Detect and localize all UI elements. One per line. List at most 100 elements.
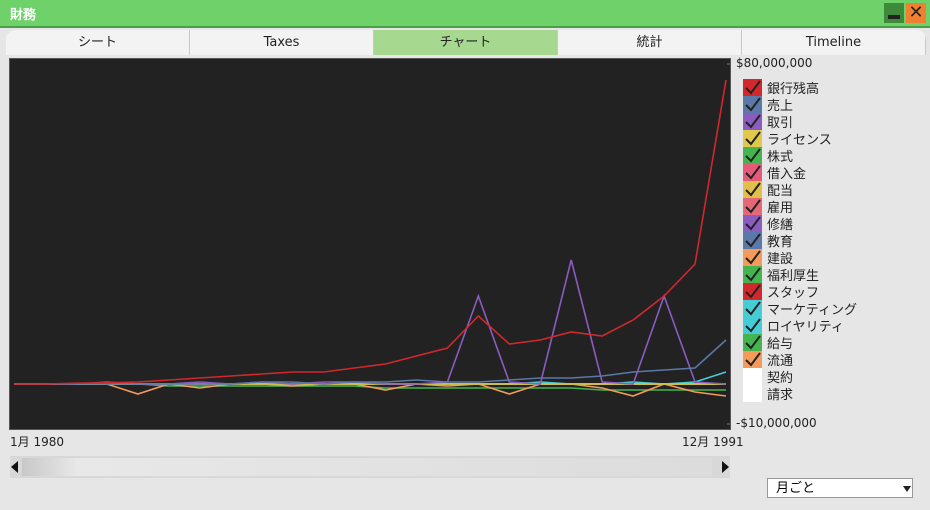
title-bar: 財務 ✕ [0, 0, 930, 28]
scroll-left[interactable] [11, 461, 18, 473]
legend-checkbox [743, 198, 762, 215]
tab[interactable]: シート [6, 30, 190, 55]
check-mark [745, 165, 761, 180]
scroll-right[interactable] [722, 461, 729, 473]
legend-item[interactable]: 給与 [743, 334, 794, 352]
legend-item[interactable]: ロイヤリティ [743, 317, 844, 335]
legend-item[interactable]: 売上 [743, 96, 794, 114]
check-mark [745, 114, 761, 129]
scroll-thumb[interactable] [22, 458, 712, 476]
x-tick-label: 1月 1980 [10, 435, 64, 449]
legend-label: ライセンス [767, 133, 832, 148]
tab[interactable]: Timeline [742, 30, 926, 55]
minimize-button[interactable] [884, 3, 904, 23]
legend-checkbox [743, 266, 762, 283]
legend-checkbox [743, 317, 762, 334]
legend-item[interactable]: マーケティング [743, 300, 857, 318]
close-button[interactable]: ✕ [906, 3, 926, 23]
legend-label: 雇用 [767, 201, 794, 216]
legend-item[interactable]: 流通 [743, 351, 794, 369]
legend-item[interactable]: 建設 [743, 249, 794, 267]
legend-checkbox [743, 113, 762, 130]
x-tick-label: 12月 1991 [682, 435, 744, 449]
tab-bar: シート Taxes チャート 統計 Timeline [6, 30, 926, 55]
series-line [14, 79, 727, 385]
legend-checkbox [743, 385, 762, 402]
check-mark [745, 182, 761, 197]
legend-item[interactable]: 銀行残高 [743, 79, 820, 97]
legend-label: 福利厚生 [767, 269, 820, 284]
check-mark [745, 267, 761, 282]
legend-checkbox [743, 283, 762, 300]
legend-item[interactable]: 契約 [743, 368, 794, 386]
legend-checkbox [743, 147, 762, 164]
legend-item[interactable]: 雇用 [743, 198, 794, 216]
check-mark [745, 352, 761, 367]
legend-label: 配当 [767, 184, 794, 199]
legend-checkbox [743, 351, 762, 368]
tab[interactable]: チャート [374, 30, 558, 55]
legend-checkbox [743, 334, 762, 351]
legend-checkbox [743, 130, 762, 147]
legend-label: 修繕 [767, 218, 794, 233]
check-mark [745, 335, 761, 350]
legend-item[interactable]: 株式 [743, 147, 794, 165]
check-mark [745, 250, 761, 265]
legend-checkbox [743, 215, 762, 232]
y-tick-label: -$10,000,000 [736, 416, 817, 430]
check-mark [745, 233, 761, 248]
legend-item[interactable]: ライセンス [743, 130, 832, 148]
legend-label: 建設 [767, 252, 794, 267]
legend-checkbox [743, 232, 762, 249]
legend-label: スタッフ [767, 286, 820, 301]
legend-label: 株式 [767, 150, 794, 165]
legend-checkbox [743, 164, 762, 181]
legend-label: 給与 [767, 337, 794, 352]
check-mark [745, 97, 761, 112]
legend-checkbox [743, 368, 762, 385]
legend-swatch [743, 368, 762, 385]
series-line [14, 339, 727, 385]
check-mark [745, 80, 761, 95]
legend-label: 教育 [767, 235, 794, 250]
check-mark [745, 301, 761, 316]
check-mark [745, 199, 761, 214]
legend-label: 流通 [767, 354, 794, 369]
chart [14, 63, 730, 425]
legend-swatch [743, 385, 762, 402]
window-title: 財務 [10, 8, 37, 23]
legend-checkbox [743, 300, 762, 317]
y-tick-label: $80,000,000 [736, 56, 813, 70]
tab[interactable]: 統計 [558, 30, 742, 55]
legend-item[interactable]: 修繕 [743, 215, 794, 233]
check-mark [745, 318, 761, 333]
legend-label: マーケティング [767, 303, 857, 318]
plot-area [9, 58, 731, 430]
check-mark [745, 216, 761, 231]
legend-item[interactable]: スタッフ [743, 283, 820, 301]
legend-item[interactable]: 請求 [743, 385, 794, 403]
legend-label: 請求 [767, 388, 794, 403]
legend-label: 借入金 [767, 167, 807, 182]
legend-checkbox [743, 79, 762, 96]
legend-item[interactable]: 福利厚生 [743, 266, 820, 284]
tab[interactable]: Taxes [190, 30, 374, 55]
check-mark [745, 131, 761, 146]
legend-item[interactable]: 教育 [743, 232, 794, 250]
legend-item[interactable]: 借入金 [743, 164, 807, 182]
legend-label: 銀行残高 [767, 82, 820, 97]
check-mark [745, 148, 761, 163]
legend-item[interactable]: 配当 [743, 181, 794, 199]
legend-label: 契約 [767, 371, 794, 386]
dropdown-arrow[interactable] [903, 486, 911, 492]
legend-item[interactable]: 取引 [743, 113, 794, 131]
legend-checkbox [743, 249, 762, 266]
check-mark [745, 284, 761, 299]
series-line [14, 383, 727, 397]
legend-label: 売上 [767, 99, 794, 114]
legend-label: 取引 [767, 116, 794, 131]
dropdown[interactable]: 月ごと [767, 478, 913, 498]
legend-checkbox [743, 181, 762, 198]
